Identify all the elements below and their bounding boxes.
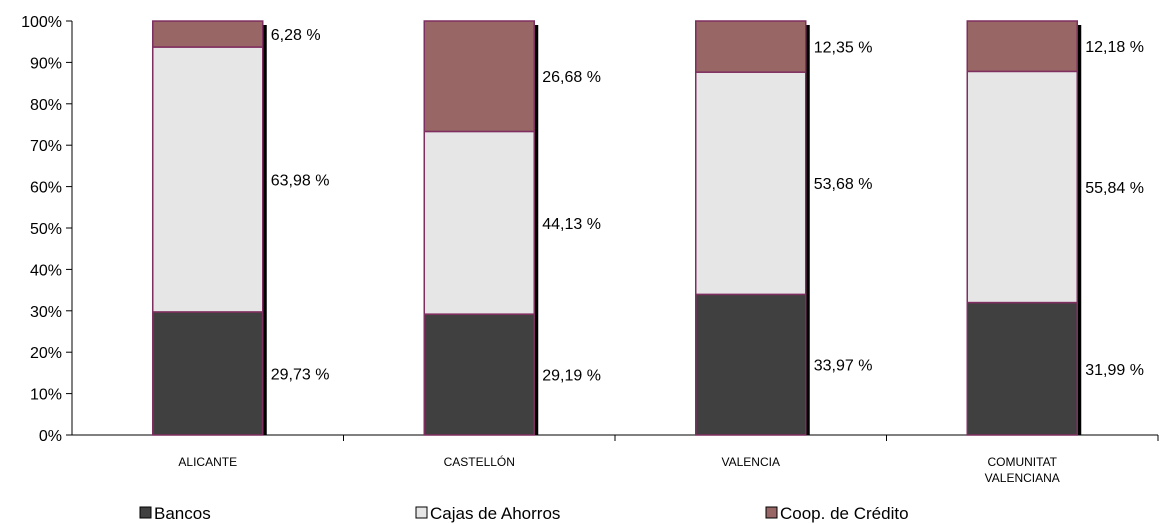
bar-segment-cajas-de-ahorros (152, 46, 264, 313)
y-tick-label: 100% (21, 14, 62, 31)
bar-segment-bancos (423, 313, 535, 436)
data-label: 6,28 % (271, 27, 321, 44)
bars (152, 20, 1082, 436)
data-label: 29,19 % (542, 368, 601, 385)
data-label: 53,68 % (814, 176, 873, 193)
data-label: 29,73 % (271, 366, 330, 383)
legend-label: Coop. de Crédito (780, 504, 909, 523)
data-label: 55,84 % (1085, 180, 1144, 197)
bar-segment-coop-de-cr-dito (152, 20, 264, 48)
data-label: 12,35 % (814, 40, 873, 57)
legend-swatch (765, 506, 778, 519)
bar-shadow (534, 25, 539, 435)
bar-segment-bancos (152, 311, 264, 436)
data-label: 12,18 % (1085, 39, 1144, 56)
bar-segment-coop-de-cr-dito (423, 20, 535, 133)
bar-shadow (1077, 25, 1082, 435)
y-tick-label: 50% (30, 221, 62, 238)
bar-shadow (262, 25, 267, 435)
x-category-label: CASTELLÓN (444, 454, 515, 469)
data-label: 33,97 % (814, 358, 873, 375)
bar-segment-cajas-de-ahorros (966, 70, 1078, 304)
legend-swatch (415, 506, 428, 519)
x-category-label: VALENCIANA (985, 471, 1060, 485)
y-tick-label: 20% (30, 345, 62, 362)
data-label: 26,68 % (542, 69, 601, 86)
data-labels: 29,73 % 63,98 % 6,28 % 29,19 % 44,13 % 26,68 … (271, 27, 1144, 385)
bar-segment-bancos (966, 301, 1078, 436)
data-label: 44,13 % (542, 216, 601, 233)
legend-swatch (139, 506, 152, 519)
y-tick-label: 90% (30, 55, 62, 72)
legend-label: Bancos (154, 504, 211, 523)
legend: Bancos Cajas de Ahorros Coop. de Crédito (139, 504, 909, 523)
bar-segment-coop-de-cr-dito (695, 20, 807, 73)
x-category-label: ALICANTE (178, 455, 237, 469)
data-label: 63,98 % (271, 172, 330, 189)
y-tick-label: 60% (30, 180, 62, 197)
y-tick-label: 30% (30, 304, 62, 321)
legend-label: Cajas de Ahorros (430, 504, 560, 523)
y-tick-label: 10% (30, 387, 62, 404)
bar-shadow (805, 25, 810, 435)
bar-segment-cajas-de-ahorros (423, 130, 535, 315)
bar-segment-cajas-de-ahorros (695, 71, 807, 296)
y-tick-label: 0% (39, 428, 62, 445)
x-category-label: VALENCIA (722, 455, 780, 469)
y-tick-label: 40% (30, 262, 62, 279)
x-category-label: COMUNITAT (987, 455, 1057, 469)
data-label: 31,99 % (1085, 362, 1144, 379)
bar-segment-coop-de-cr-dito (966, 20, 1078, 73)
bar-segment-bancos (695, 293, 807, 436)
y-tick-label: 80% (30, 97, 62, 114)
y-tick-label: 70% (30, 138, 62, 155)
